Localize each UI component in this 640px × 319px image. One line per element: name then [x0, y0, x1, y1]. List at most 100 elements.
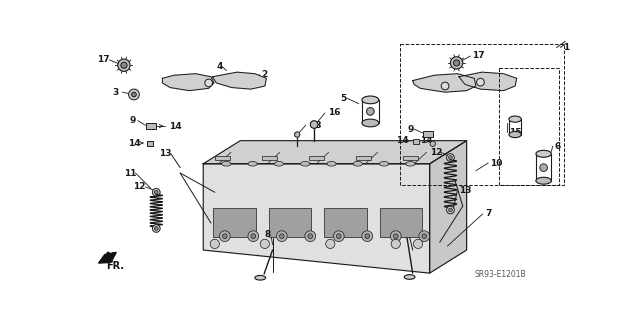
Text: 9: 9 — [129, 116, 136, 125]
Ellipse shape — [536, 150, 551, 157]
Ellipse shape — [536, 177, 551, 184]
Circle shape — [362, 231, 372, 241]
Text: 5: 5 — [340, 94, 347, 103]
Ellipse shape — [221, 161, 231, 166]
Circle shape — [223, 234, 227, 239]
Circle shape — [280, 234, 284, 239]
Polygon shape — [429, 141, 467, 273]
Text: 17: 17 — [472, 51, 484, 61]
Text: FR.: FR. — [106, 261, 124, 271]
Bar — [147, 123, 156, 129]
Circle shape — [326, 239, 335, 249]
Circle shape — [367, 108, 374, 115]
Polygon shape — [459, 72, 516, 91]
Polygon shape — [212, 72, 266, 89]
Circle shape — [118, 59, 130, 71]
Polygon shape — [204, 141, 467, 164]
Circle shape — [447, 154, 454, 161]
Circle shape — [365, 234, 369, 239]
Bar — [215, 156, 230, 160]
Ellipse shape — [380, 161, 388, 166]
Text: 14: 14 — [420, 136, 433, 145]
Ellipse shape — [248, 161, 257, 166]
Circle shape — [419, 231, 429, 241]
Text: 12: 12 — [431, 148, 443, 157]
Circle shape — [154, 190, 158, 194]
Text: 14: 14 — [396, 136, 408, 145]
Circle shape — [294, 132, 300, 137]
Bar — [308, 156, 324, 160]
Ellipse shape — [353, 161, 362, 166]
Circle shape — [205, 79, 212, 87]
Text: 17: 17 — [97, 55, 109, 64]
Bar — [424, 131, 433, 137]
Ellipse shape — [362, 119, 379, 127]
Polygon shape — [99, 252, 116, 263]
Bar — [356, 156, 371, 160]
Bar — [213, 208, 255, 237]
Bar — [403, 156, 418, 160]
Ellipse shape — [275, 161, 284, 166]
Bar — [413, 139, 419, 144]
Circle shape — [454, 60, 460, 66]
Circle shape — [152, 189, 160, 196]
Circle shape — [333, 231, 344, 241]
Text: 15: 15 — [509, 128, 522, 137]
Circle shape — [260, 239, 269, 249]
Circle shape — [447, 206, 454, 214]
Circle shape — [441, 82, 449, 90]
Circle shape — [308, 234, 312, 239]
Bar — [324, 208, 367, 237]
Text: 18: 18 — [308, 121, 321, 130]
Text: 10: 10 — [490, 159, 502, 167]
Ellipse shape — [362, 96, 379, 104]
Circle shape — [422, 234, 427, 239]
Circle shape — [449, 156, 452, 160]
Circle shape — [129, 89, 140, 100]
Circle shape — [220, 231, 230, 241]
Circle shape — [210, 239, 220, 249]
Text: 1: 1 — [563, 43, 569, 52]
Text: 7: 7 — [485, 209, 492, 218]
Bar — [147, 141, 153, 146]
Ellipse shape — [301, 161, 310, 166]
Ellipse shape — [509, 131, 521, 137]
Text: 13: 13 — [459, 186, 472, 195]
Ellipse shape — [509, 116, 521, 122]
Text: 9: 9 — [407, 125, 413, 134]
Text: SR93-E1201B: SR93-E1201B — [474, 270, 526, 279]
Circle shape — [310, 121, 318, 128]
Bar — [262, 156, 277, 160]
Circle shape — [337, 234, 341, 239]
Ellipse shape — [404, 275, 415, 279]
Ellipse shape — [406, 161, 415, 166]
Bar — [269, 208, 311, 237]
Circle shape — [449, 208, 452, 212]
Ellipse shape — [255, 275, 266, 280]
Circle shape — [390, 231, 401, 241]
Text: 14: 14 — [128, 138, 140, 147]
Circle shape — [391, 239, 401, 249]
Circle shape — [248, 231, 259, 241]
Text: 8: 8 — [265, 230, 271, 239]
Circle shape — [132, 92, 136, 97]
Ellipse shape — [327, 161, 336, 166]
Circle shape — [477, 78, 484, 86]
Text: 16: 16 — [328, 108, 340, 117]
Circle shape — [413, 239, 422, 249]
Text: 2: 2 — [261, 70, 268, 79]
Text: 11: 11 — [124, 168, 136, 178]
Text: 12: 12 — [133, 182, 146, 191]
Polygon shape — [204, 164, 429, 273]
Circle shape — [251, 234, 255, 239]
Text: 6: 6 — [554, 142, 561, 151]
Circle shape — [154, 226, 158, 230]
Circle shape — [451, 57, 463, 69]
Text: 13: 13 — [159, 149, 171, 158]
Circle shape — [121, 62, 127, 68]
Circle shape — [152, 225, 160, 232]
Text: 14: 14 — [168, 122, 181, 130]
Polygon shape — [413, 74, 476, 92]
Circle shape — [540, 164, 547, 172]
Circle shape — [276, 231, 287, 241]
